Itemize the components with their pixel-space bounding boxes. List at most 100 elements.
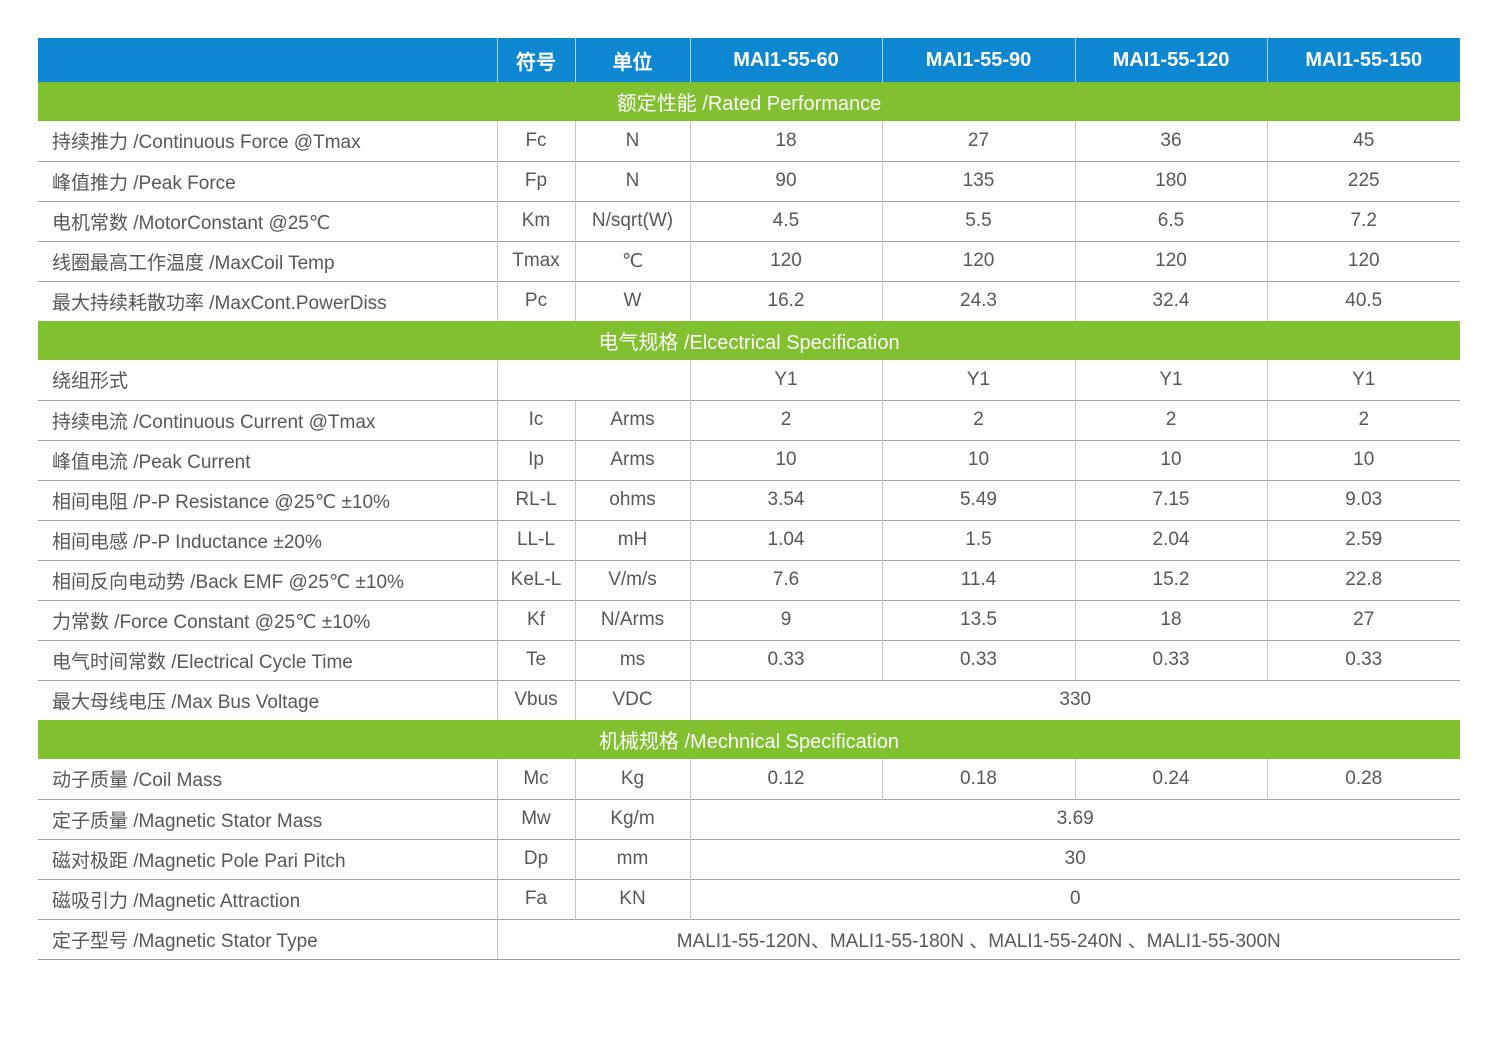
symbol-cell: KeL-L [496, 559, 575, 600]
value-cell: 7.2 [1266, 200, 1460, 241]
header-model-3: MAI1-55-120 [1074, 38, 1267, 82]
table-header-row: 符号 单位 MAI1-55-60 MAI1-55-90 MAI1-55-120 … [38, 38, 1460, 82]
value-cell: 1.04 [689, 519, 882, 560]
value-cell: 22.8 [1266, 559, 1460, 600]
row-label: 持续推力 /Continuous Force @Tmax [38, 121, 497, 161]
value-cell: 15.2 [1074, 559, 1267, 600]
value-cell: 40.5 [1266, 280, 1460, 321]
table-row: 电机常数 /MotorConstant @25℃ Km N/sqrt(W) 4.… [38, 200, 1460, 241]
value-cell: 9.03 [1266, 479, 1460, 520]
unit-cell: N [574, 160, 690, 201]
row-label: 电气时间常数 /Electrical Cycle Time [38, 639, 497, 680]
value-cell: 27 [1266, 599, 1460, 640]
value-cell: 2 [1074, 399, 1267, 440]
section-header-rated-performance: 额定性能 /Rated Performance [38, 82, 1460, 121]
value-cell: 90 [689, 160, 882, 201]
symbol-cell: Tmax [496, 240, 575, 281]
header-unit: 单位 [574, 38, 690, 82]
symbol-cell: LL-L [496, 519, 575, 560]
row-label: 磁吸引力 /Magnetic Attraction [38, 878, 497, 919]
unit-cell: Arms [574, 439, 690, 480]
unit-cell: Arms [574, 399, 690, 440]
value-cell: 11.4 [881, 559, 1075, 600]
value-cell: 180 [1074, 160, 1267, 201]
table-row: 绕组形式 Y1 Y1 Y1 Y1 [38, 360, 1460, 400]
table-row: 磁对极距 /Magnetic Pole Pari Pitch Dp mm 30 [38, 838, 1460, 879]
value-cell: 18 [689, 121, 882, 161]
unit-cell: V/m/s [574, 559, 690, 600]
value-cell: 0.33 [689, 639, 882, 680]
section-header-electrical-specification: 电气规格 /Elcectrical Specification [38, 321, 1460, 360]
value-cell: 32.4 [1074, 280, 1267, 321]
header-empty-cell [38, 38, 497, 82]
section-title: 额定性能 /Rated Performance [38, 82, 1460, 121]
row-label: 峰值推力 /Peak Force [38, 160, 497, 201]
unit-cell: N [574, 121, 690, 161]
row-label: 绕组形式 [38, 360, 497, 400]
unit-cell: ms [574, 639, 690, 680]
value-cell: 7.15 [1074, 479, 1267, 520]
symbol-cell: Pc [496, 280, 575, 321]
row-label: 动子质量 /Coil Mass [38, 759, 497, 799]
value-cell: 0.28 [1266, 759, 1460, 799]
symbol-cell: Ic [496, 399, 575, 440]
spec-table: 符号 单位 MAI1-55-60 MAI1-55-90 MAI1-55-120 … [38, 38, 1460, 960]
symbol-unit-empty-cell [496, 360, 690, 400]
value-cell: 3.54 [689, 479, 882, 520]
full-merged-value-cell: MALI1-55-120N、MALI1-55-180N 、MALI1-55-24… [496, 918, 1460, 960]
value-cell: 5.5 [881, 200, 1075, 241]
value-cell: Y1 [1266, 360, 1460, 400]
table-row: 相间反向电动势 /Back EMF @25℃ ±10% KeL-L V/m/s … [38, 559, 1460, 600]
table-row: 力常数 /Force Constant @25℃ ±10% Kf N/Arms … [38, 599, 1460, 640]
value-cell: 7.6 [689, 559, 882, 600]
table-row: 峰值推力 /Peak Force Fp N 90 135 180 225 [38, 160, 1460, 201]
row-label: 持续电流 /Continuous Current @Tmax [38, 399, 497, 440]
unit-cell: W [574, 280, 690, 321]
unit-cell: VDC [574, 679, 690, 720]
value-cell: 2 [1266, 399, 1460, 440]
value-cell: 2 [881, 399, 1075, 440]
value-cell: 1.5 [881, 519, 1075, 560]
table-row: 相间电阻 /P-P Resistance @25℃ ±10% RL-L ohms… [38, 479, 1460, 520]
value-cell: 0.18 [881, 759, 1075, 799]
symbol-cell: Dp [496, 838, 575, 879]
unit-cell: ℃ [574, 240, 690, 281]
row-label: 相间反向电动势 /Back EMF @25℃ ±10% [38, 559, 497, 600]
symbol-cell: Ip [496, 439, 575, 480]
value-cell: 135 [881, 160, 1075, 201]
symbol-cell: Mc [496, 759, 575, 799]
value-cell: 27 [881, 121, 1075, 161]
unit-cell: KN [574, 878, 690, 919]
symbol-cell: Te [496, 639, 575, 680]
value-cell: 225 [1266, 160, 1460, 201]
unit-cell: Kg [574, 759, 690, 799]
table-row: 峰值电流 /Peak Current Ip Arms 10 10 10 10 [38, 439, 1460, 480]
value-cell: 4.5 [689, 200, 882, 241]
section-title: 电气规格 /Elcectrical Specification [38, 321, 1460, 360]
value-cell: 2.59 [1266, 519, 1460, 560]
row-label: 最大持续耗散功率 /MaxCont.PowerDiss [38, 280, 497, 321]
header-symbol: 符号 [496, 38, 575, 82]
symbol-cell: Kf [496, 599, 575, 640]
table-row: 最大母线电压 /Max Bus Voltage Vbus VDC 330 [38, 679, 1460, 720]
table-row: 定子型号 /Magnetic Stator Type MALI1-55-120N… [38, 918, 1460, 960]
unit-cell: N/sqrt(W) [574, 200, 690, 241]
row-label: 相间电阻 /P-P Resistance @25℃ ±10% [38, 479, 497, 520]
value-cell: 120 [1074, 240, 1267, 281]
row-label: 线圈最高工作温度 /MaxCoil Temp [38, 240, 497, 281]
value-cell: 13.5 [881, 599, 1075, 640]
value-cell: 2.04 [1074, 519, 1267, 560]
table-row: 持续推力 /Continuous Force @Tmax Fc N 18 27 … [38, 121, 1460, 161]
row-label: 电机常数 /MotorConstant @25℃ [38, 200, 497, 241]
table-row: 线圈最高工作温度 /MaxCoil Temp Tmax ℃ 120 120 12… [38, 240, 1460, 281]
merged-value-cell: 0 [689, 878, 1460, 919]
row-label: 力常数 /Force Constant @25℃ ±10% [38, 599, 497, 640]
symbol-cell: Km [496, 200, 575, 241]
unit-cell: N/Arms [574, 599, 690, 640]
row-label: 定子质量 /Magnetic Stator Mass [38, 798, 497, 839]
value-cell: 120 [881, 240, 1075, 281]
unit-cell: ohms [574, 479, 690, 520]
value-cell: Y1 [881, 360, 1075, 400]
value-cell: 10 [1266, 439, 1460, 480]
header-model-2: MAI1-55-90 [881, 38, 1075, 82]
